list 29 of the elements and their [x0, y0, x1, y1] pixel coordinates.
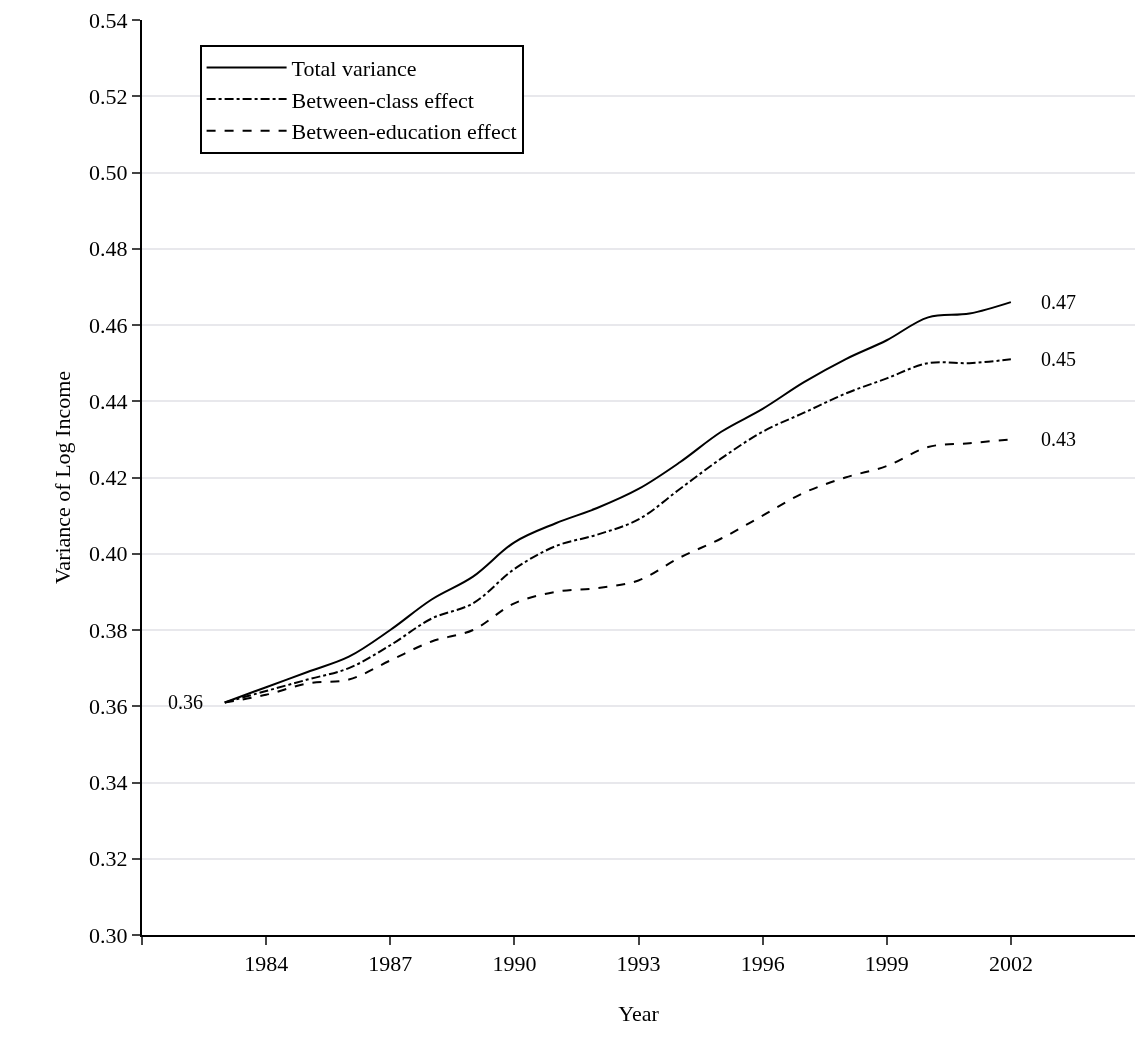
y-tick-label: 0.46 — [89, 312, 128, 338]
y-tick-label: 0.34 — [89, 770, 128, 796]
x-tick-label: 1987 — [368, 951, 413, 977]
x-axis-title: Year — [618, 1000, 660, 1026]
y-tick-label: 0.40 — [89, 541, 128, 567]
data-label: 0.45 — [1041, 348, 1076, 370]
legend-label: Total variance — [291, 56, 417, 82]
x-tick-label: 1990 — [492, 951, 537, 977]
x-tick-label: 2002 — [988, 951, 1033, 977]
y-tick-label: 0.52 — [89, 83, 128, 109]
legend-label: Between-class effect — [291, 87, 474, 113]
x-tick-label: 1993 — [616, 951, 661, 977]
y-tick-label: 0.48 — [89, 236, 128, 262]
x-tick-label: 1999 — [864, 951, 909, 977]
y-axis-title: Variance of Log Income — [50, 370, 76, 585]
x-tick-label: 1984 — [244, 951, 289, 977]
y-tick-label: 0.32 — [89, 846, 128, 872]
y-tick-label: 0.54 — [89, 7, 128, 33]
data-label: 0.47 — [1041, 291, 1076, 313]
y-tick-label: 0.30 — [89, 922, 128, 948]
y-tick-label: 0.36 — [89, 693, 128, 719]
x-tick-label: 1996 — [740, 951, 785, 977]
data-label: 0.43 — [1041, 428, 1076, 450]
y-tick-label: 0.44 — [89, 388, 128, 414]
y-tick-label: 0.38 — [89, 617, 128, 643]
y-tick-label: 0.42 — [89, 465, 128, 491]
legend-label: Between-education effect — [291, 119, 517, 145]
y-tick-label: 0.50 — [89, 160, 128, 186]
data-label: 0.36 — [168, 691, 203, 713]
